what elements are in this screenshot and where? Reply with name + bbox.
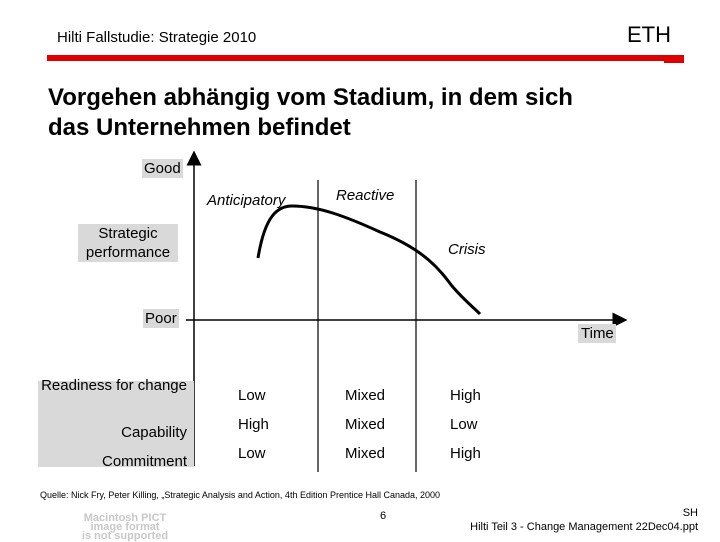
cell-commitment-crisis: High — [450, 445, 481, 462]
cell-capability-anticipatory: High — [238, 416, 269, 433]
footer-initials: SH — [682, 507, 698, 519]
cell-commitment-anticipatory: Low — [238, 445, 266, 462]
pict-placeholder-line3: is not supported — [81, 530, 169, 542]
table-label-background — [38, 381, 194, 467]
y-axis-label-line1: Strategic — [98, 225, 158, 242]
slide-title: Vorgehen abhängig vom Stadium, in dem si… — [48, 83, 668, 143]
stage-label-crisis: Crisis — [448, 241, 486, 258]
header-title: Hilti Fallstudie: Strategie 2010 — [57, 29, 257, 46]
cell-readiness-anticipatory: Low — [238, 387, 266, 404]
source-citation: Quelle: Nick Fry, Peter Killing, „Strate… — [40, 490, 441, 500]
cell-readiness-crisis: High — [450, 387, 481, 404]
y-axis-label: Strategic performance — [78, 224, 178, 262]
y-bottom-label: Poor — [143, 309, 179, 328]
header-accent-bar — [47, 55, 684, 61]
footer-filename: Hilti Teil 3 - Change Management 22Dec04… — [470, 521, 698, 533]
pict-placeholder-line2: image format — [90, 521, 160, 533]
footer-file-info: SH Hilti Teil 3 - Change Management 22De… — [452, 506, 698, 534]
cell-commitment-reactive: Mixed — [345, 445, 386, 462]
slide-title-line1: Vorgehen abhängig vom Stadium, in dem si… — [48, 84, 573, 111]
slide-title-line2: das Unternehmen befindet — [48, 114, 351, 141]
header-accent-tail — [664, 61, 684, 63]
pict-placeholder-image: Macintosh PICT image format is not suppo… — [55, 512, 195, 542]
pict-placeholder-line1: Macintosh PICT — [83, 512, 167, 524]
row-label-capability: Capability — [121, 424, 187, 441]
page-number: 6 — [380, 510, 387, 522]
cell-capability-reactive: Mixed — [345, 416, 386, 433]
y-top-label: Good — [142, 159, 183, 178]
eth-logo: ETH — [627, 22, 671, 47]
cell-capability-crisis: Low — [450, 416, 478, 433]
stage-label-reactive: Reactive — [336, 187, 395, 204]
performance-curve — [256, 204, 482, 316]
x-axis-label: Time — [578, 324, 616, 343]
cell-readiness-reactive: Mixed — [345, 387, 386, 404]
stage-label-anticipatory: Anticipatory — [207, 192, 286, 209]
row-label-commitment: Commitment — [101, 453, 187, 470]
row-label-readiness: Readiness for change — [41, 377, 187, 394]
y-axis-label-line2: performance — [85, 244, 171, 261]
